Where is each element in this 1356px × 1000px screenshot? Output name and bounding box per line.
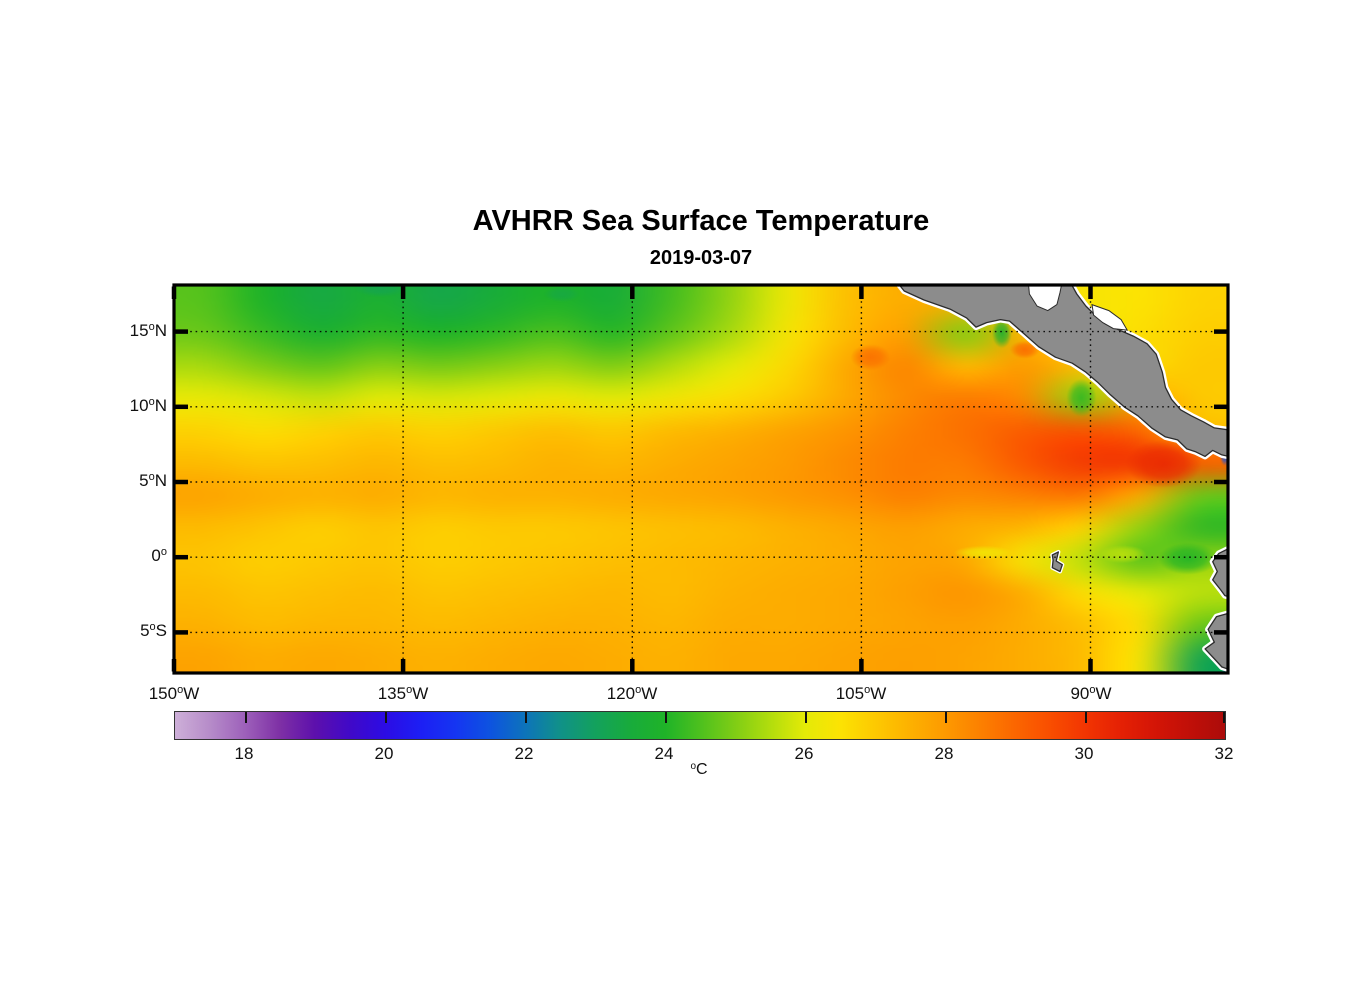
- colorbar-tick-label: 32: [1214, 744, 1234, 763]
- lat-tick-label: 5oS: [140, 621, 167, 641]
- colorbar-tick-label: 28: [934, 744, 954, 763]
- colorbar-tick: [805, 712, 807, 723]
- figure-title: AVHRR Sea Surface Temperature: [472, 205, 930, 237]
- lat-tick-label: 10oN: [129, 396, 167, 416]
- colorbar-tick: [665, 712, 667, 723]
- lat-tick-label: 5oN: [139, 471, 167, 491]
- colorbar-tick: [245, 712, 247, 723]
- lat-tick-label: 0o: [151, 546, 167, 566]
- colorbar-tick-label: 22: [514, 744, 534, 763]
- colorbar-tick: [1085, 712, 1087, 723]
- sst-heatmap: [174, 285, 1228, 673]
- lat-tick-label: 15oN: [129, 321, 167, 341]
- colorbar-tick: [1223, 712, 1225, 723]
- colorbar-tick: [525, 712, 527, 723]
- colorbar-tick-label: 30: [1074, 744, 1094, 763]
- colorbar-tick-label: 18: [234, 744, 254, 763]
- colorbar-tick-label: 24: [654, 744, 674, 763]
- lon-tick-label: 120oW: [606, 684, 658, 703]
- figure-subtitle: 2019-03-07: [649, 247, 753, 269]
- lon-tick-label: 90oW: [1070, 684, 1112, 703]
- lon-tick-label: 150oW: [148, 684, 200, 703]
- colorbar-tick: [385, 712, 387, 723]
- colorbar-unit-label: oC: [690, 761, 708, 778]
- colorbar-tick: [945, 712, 947, 723]
- lon-tick-label: 135oW: [377, 684, 429, 703]
- colorbar: [174, 711, 1226, 740]
- lon-tick-label: 105oW: [835, 684, 887, 703]
- colorbar-tick-label: 26: [794, 744, 814, 763]
- colorbar-tick-label: 20: [374, 744, 394, 763]
